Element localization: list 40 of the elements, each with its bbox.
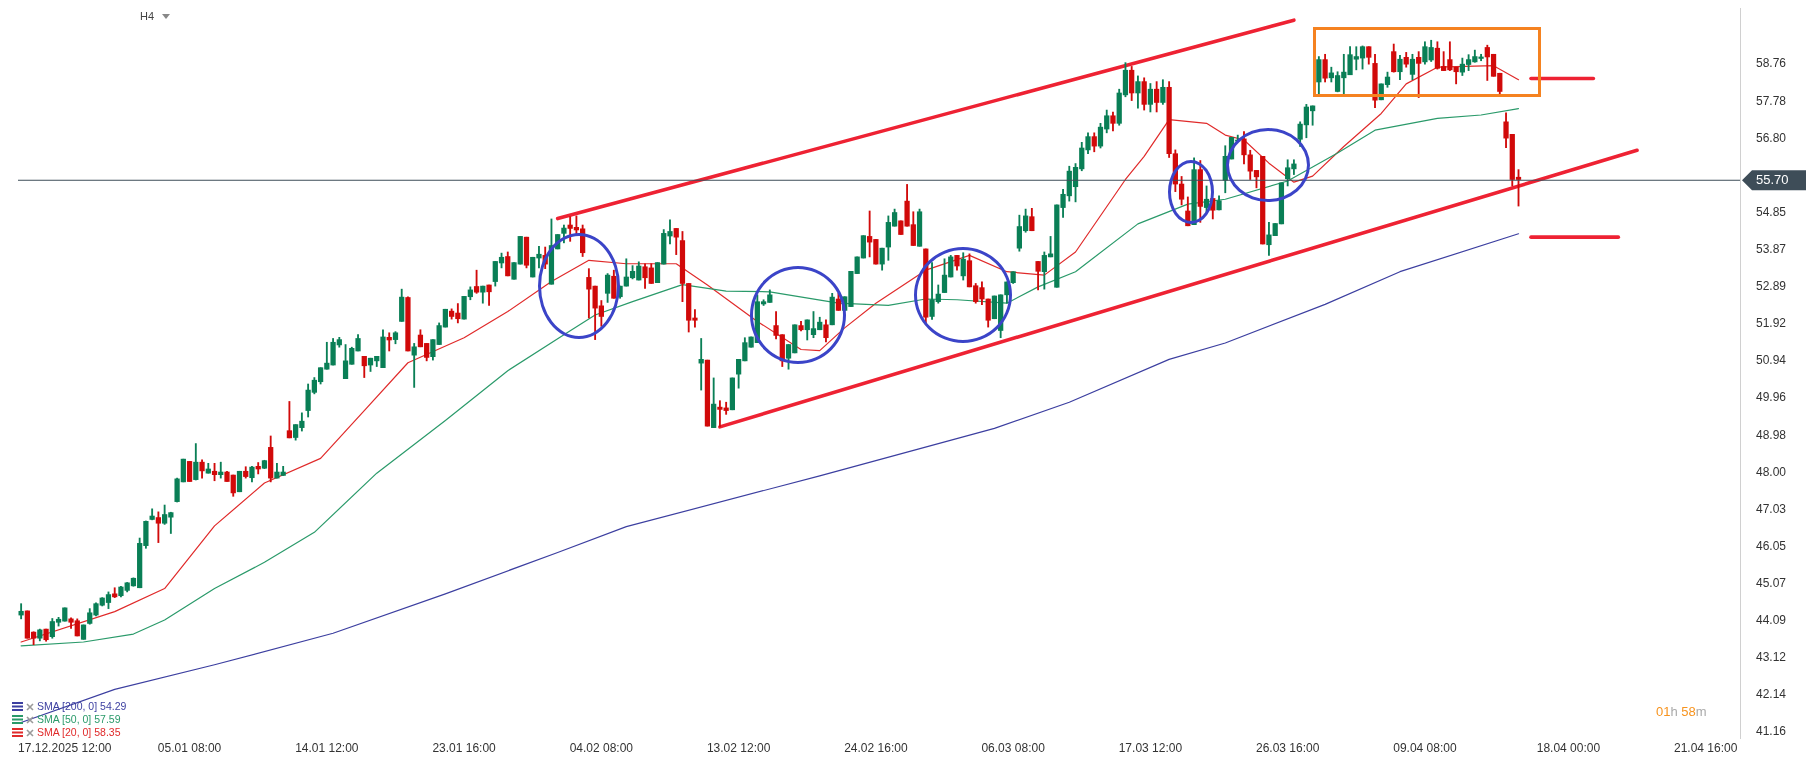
y-tick-label: 41.16 bbox=[1756, 724, 1787, 739]
y-tick-label: 45.07 bbox=[1756, 575, 1787, 590]
text: SMA [50, 0] 57.59 bbox=[37, 713, 121, 726]
x-tick-label: 13.02 12:00 bbox=[706, 740, 771, 755]
y-tick-label: 47.03 bbox=[1756, 501, 1787, 516]
candlestick bbox=[704, 359, 711, 427]
y-tick-label: 42.14 bbox=[1756, 687, 1787, 702]
candlestick bbox=[729, 377, 736, 411]
y-tick-label: 48.98 bbox=[1756, 427, 1787, 442]
x-tick-label: 23.01 16:00 bbox=[432, 740, 497, 755]
x-tick-label: 17.12.2025 12:00 bbox=[18, 740, 112, 755]
x-tick-label: 24.02 16:00 bbox=[844, 740, 908, 755]
x-tick-label: 04.02 08:00 bbox=[569, 740, 634, 755]
x-tick-label: 14.01 12:00 bbox=[295, 740, 359, 755]
y-tick-label: 44.09 bbox=[1756, 613, 1787, 628]
y-tick-label: 54.85 bbox=[1756, 204, 1787, 219]
x-tick-label: 26.03 16:00 bbox=[1255, 740, 1320, 755]
text: SMA [20, 0] 58.35 bbox=[37, 726, 121, 739]
y-tick-label: 43.12 bbox=[1756, 649, 1787, 664]
x-tick-label: 17.03 12:00 bbox=[1118, 740, 1183, 755]
y-tick-label: 57.78 bbox=[1756, 93, 1787, 108]
x-tick-label: 05.01 08:00 bbox=[157, 740, 222, 755]
y-tick-label: 58.76 bbox=[1756, 56, 1787, 71]
x-tick-label: 09.04 08:00 bbox=[1393, 740, 1457, 755]
y-tick-label: 46.05 bbox=[1756, 538, 1787, 553]
x-tick-label: 18.04 00:00 bbox=[1536, 740, 1601, 755]
y-tick-label: 53.87 bbox=[1756, 242, 1787, 256]
x-tick-label: 21.04 16:00 bbox=[1673, 740, 1738, 755]
y-tick-label: 50.94 bbox=[1756, 353, 1787, 368]
candlestick bbox=[186, 461, 193, 482]
y-tick-label: 56.80 bbox=[1756, 130, 1787, 145]
ref-line-label: 55.70 bbox=[1756, 171, 1789, 187]
annotation: 01h 58m bbox=[1656, 704, 1707, 719]
x-tick-label: 06.03 08:00 bbox=[981, 740, 1046, 755]
annotation: H4 bbox=[140, 10, 155, 22]
y-tick-label: 49.96 bbox=[1756, 390, 1787, 405]
candlestick bbox=[1010, 271, 1016, 284]
y-tick-label: 52.89 bbox=[1756, 279, 1787, 294]
y-tick-label: 48.00 bbox=[1756, 464, 1787, 479]
y-tick-label: 51.92 bbox=[1756, 315, 1787, 330]
